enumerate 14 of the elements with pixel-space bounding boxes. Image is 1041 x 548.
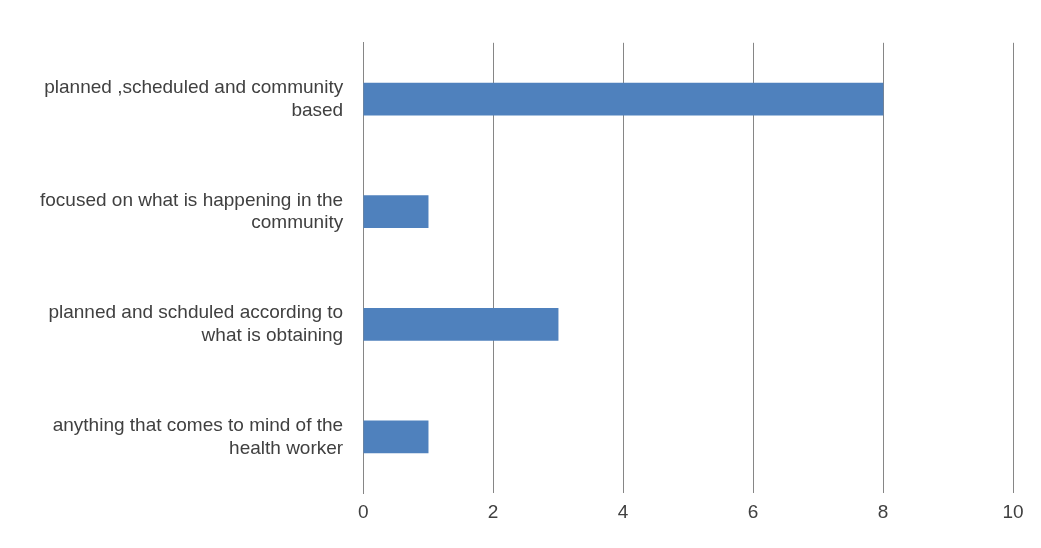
bar bbox=[363, 420, 429, 454]
x-tick-label: 10 bbox=[1002, 500, 1024, 522]
bar bbox=[363, 195, 429, 229]
y-tick-label: planned ,scheduled and community based bbox=[44, 75, 344, 120]
x-tick-label: 4 bbox=[617, 500, 629, 522]
x-tick-label: 6 bbox=[747, 500, 759, 522]
y-tick-label: focused on what is happening in the community bbox=[39, 188, 344, 233]
x-tick-label: 0 bbox=[357, 500, 369, 522]
y-tick-label: planned and schduled according to what is obtaining bbox=[48, 301, 344, 345]
x-tick-label: 2 bbox=[487, 500, 499, 522]
y-tick-label: anything that comes to mind of the health worker bbox=[52, 413, 344, 458]
bar bbox=[363, 82, 884, 116]
bar bbox=[363, 307, 559, 341]
x-tick-label: 8 bbox=[877, 500, 889, 522]
